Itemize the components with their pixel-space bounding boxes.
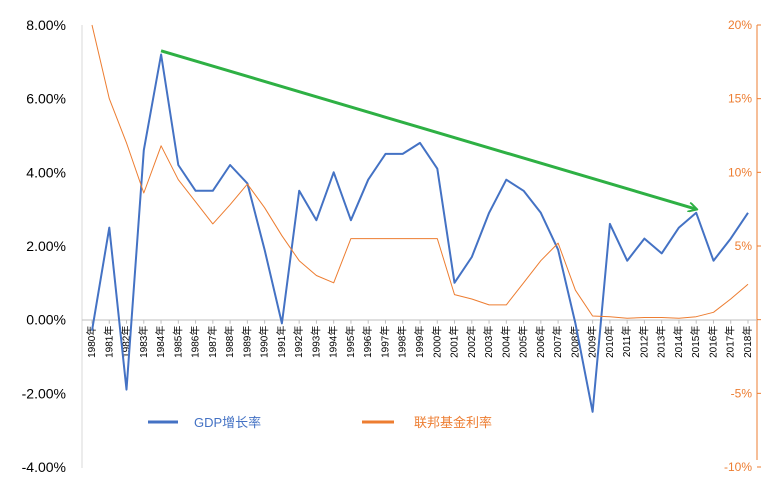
x-tick-label: 1994年 — [327, 326, 340, 358]
left-tick-label: 8.00% — [26, 17, 66, 33]
x-tick-label: 1981年 — [102, 326, 115, 358]
x-tick-label: 1991年 — [275, 326, 288, 358]
series-line-fed-rate — [91, 24, 749, 319]
legend-label-gdp: GDP增长率 — [194, 415, 261, 430]
x-tick-label: 2000年 — [430, 326, 443, 358]
x-tick-label: 2011年 — [620, 326, 633, 358]
x-tick-label: 2010年 — [603, 326, 616, 358]
right-tick-label: 15% — [728, 92, 752, 106]
left-tick-label: 2.00% — [26, 238, 66, 254]
x-tick-label: 2003年 — [482, 326, 495, 358]
left-tick-label: -4.00% — [22, 459, 66, 475]
x-tick-label: 2005年 — [517, 326, 530, 358]
x-tick-label: 1987年 — [206, 326, 219, 358]
left-tick-label: 6.00% — [26, 91, 66, 107]
left-tick-label: -2.00% — [22, 385, 66, 401]
x-tick-label: 1988年 — [223, 326, 236, 358]
x-tick-label: 1989年 — [240, 326, 253, 358]
right-tick-label: 5% — [735, 239, 753, 253]
x-tick-label: 2015年 — [689, 326, 702, 358]
x-tick-label: 1996年 — [361, 326, 374, 358]
x-tick-label: 1993年 — [309, 326, 322, 358]
series-line-gdp — [91, 53, 749, 413]
x-tick-label: 1983年 — [137, 326, 150, 358]
legend-item-gdp: GDP增长率 — [148, 415, 261, 430]
x-tick-label: 2009年 — [586, 326, 599, 358]
x-tick-label: 2007年 — [551, 326, 564, 358]
right-axis: -10% -5% 5% 10% 15% 20% — [724, 18, 761, 474]
x-tick-label: 2002年 — [465, 326, 478, 358]
x-tick-label: 1984年 — [154, 326, 167, 358]
left-tick-label: 4.00% — [26, 164, 66, 180]
x-tick-label: 2001年 — [448, 326, 461, 358]
left-tick-label: 0.00% — [26, 312, 66, 328]
legend: GDP增长率 联邦基金利率 — [148, 415, 492, 430]
x-tick-label: 1990年 — [258, 326, 271, 358]
x-tick-label: 1985年 — [171, 326, 184, 358]
x-tick-label: 2014年 — [672, 326, 685, 358]
x-tick-label: 2017年 — [724, 326, 737, 358]
x-tick-label: 1986年 — [189, 326, 202, 358]
trend-arrow-line — [160, 49, 696, 209]
right-tick-label: -10% — [724, 460, 752, 474]
legend-label-fed-rate: 联邦基金利率 — [414, 415, 492, 430]
series-layer — [91, 24, 749, 413]
x-tick-label: 2018年 — [741, 326, 754, 358]
x-tick-label: 2012年 — [637, 326, 650, 358]
x-tick-label: 2016年 — [706, 326, 719, 358]
trend-arrow — [160, 49, 696, 209]
legend-item-fed-rate: 联邦基金利率 — [362, 415, 492, 430]
x-tick-label: 2013年 — [655, 326, 668, 358]
x-tick-label: 2006年 — [534, 326, 547, 358]
left-axis: -4.00% -2.00% 0.00% 2.00% 4.00% 6.00% 8.00% — [22, 17, 83, 475]
x-tick-label: 1999年 — [413, 326, 426, 358]
x-tick-label: 2004年 — [499, 326, 512, 358]
x-tick-label: 1997年 — [378, 326, 391, 358]
x-tick-label: 1980年 — [85, 326, 98, 358]
x-tick-label: 1995年 — [344, 326, 357, 358]
x-axis: 1980年 1981年 1982年 1983年 1984年 1985年 1986年 1987年… — [82, 319, 757, 358]
right-tick-label: -5% — [731, 386, 753, 400]
x-tick-label: 1998年 — [396, 326, 409, 358]
x-tick-label: 1992年 — [292, 326, 305, 358]
right-tick-label: 10% — [728, 165, 752, 179]
right-tick-label: 20% — [728, 18, 752, 32]
